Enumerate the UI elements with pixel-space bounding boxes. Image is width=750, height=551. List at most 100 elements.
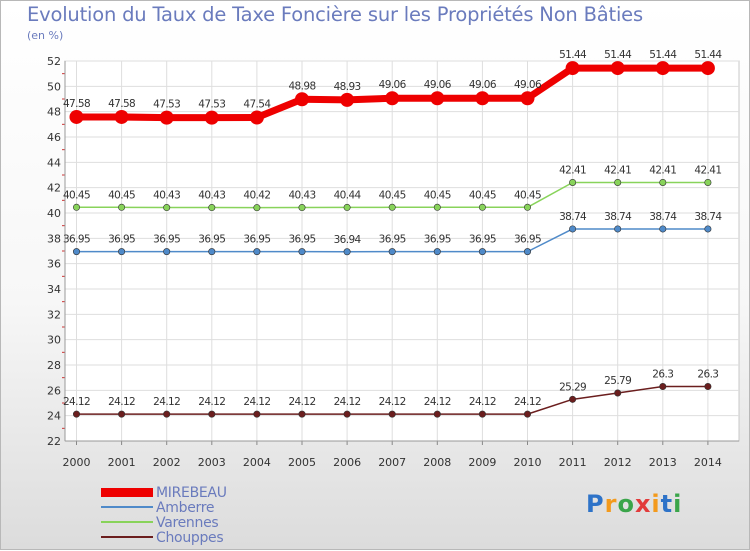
legend-label: Varennes <box>156 515 219 531</box>
data-label: 47.58 <box>63 98 90 110</box>
data-label: 24.12 <box>288 396 315 408</box>
data-label: 51.44 <box>694 49 722 61</box>
data-label: 24.12 <box>63 396 90 408</box>
data-label: 24.12 <box>108 396 135 408</box>
data-label: 25.79 <box>604 375 631 387</box>
data-label: 36.95 <box>288 234 315 246</box>
x-tick-label: 2002 <box>153 456 181 469</box>
data-label: 42.41 <box>694 164 721 176</box>
data-label: 49.06 <box>379 79 407 91</box>
data-label: 36.95 <box>153 234 180 246</box>
legend-swatch <box>101 521 153 523</box>
data-label: 47.58 <box>108 98 135 110</box>
data-label: 26.3 <box>652 369 673 381</box>
data-point <box>659 225 667 233</box>
data-point <box>73 248 81 256</box>
data-point <box>569 395 577 403</box>
data-label: 24.12 <box>469 396 496 408</box>
data-label: 24.12 <box>243 396 270 408</box>
data-point <box>659 178 667 186</box>
data-point <box>208 248 216 256</box>
data-label: 40.45 <box>379 189 406 201</box>
data-point <box>614 178 622 186</box>
y-tick-label: 24 <box>47 410 61 423</box>
data-point <box>475 91 490 106</box>
y-tick-label: 50 <box>47 80 61 93</box>
data-label: 49.06 <box>469 79 497 91</box>
logo-letter: r <box>604 490 618 518</box>
data-label: 24.12 <box>334 396 361 408</box>
data-point <box>704 178 712 186</box>
data-label: 49.06 <box>424 79 452 91</box>
data-label: 36.95 <box>424 234 451 246</box>
data-point <box>388 410 396 418</box>
data-label: 49.06 <box>514 79 542 91</box>
data-label: 51.44 <box>604 49 632 61</box>
data-label: 24.12 <box>514 396 541 408</box>
logo-letter: x <box>634 490 652 518</box>
data-label: 40.42 <box>243 190 270 202</box>
y-tick-label: 46 <box>47 131 61 144</box>
data-label: 40.45 <box>424 189 451 201</box>
data-point <box>118 410 126 418</box>
data-point <box>704 225 712 233</box>
data-label: 48.98 <box>288 80 315 92</box>
data-label: 36.95 <box>379 234 406 246</box>
logo-letter: t <box>660 490 674 518</box>
data-point <box>73 410 81 418</box>
data-point <box>433 410 441 418</box>
y-tick-label: 42 <box>47 182 61 195</box>
data-point <box>343 203 351 211</box>
data-point <box>614 389 622 397</box>
y-tick-label: 48 <box>47 106 61 119</box>
data-point <box>385 91 400 106</box>
data-point <box>569 225 577 233</box>
x-tick-label: 2014 <box>694 456 722 469</box>
data-label: 26.3 <box>697 369 718 381</box>
x-tick-label: 2007 <box>378 456 406 469</box>
logo-letter: P <box>586 490 605 518</box>
data-point <box>433 203 441 211</box>
data-point <box>163 248 171 256</box>
x-tick-label: 2011 <box>559 456 587 469</box>
logo-letter: i <box>651 490 661 518</box>
x-tick-label: 2006 <box>333 456 361 469</box>
data-point <box>253 204 261 212</box>
data-point <box>114 109 129 124</box>
legend-label: Chouppes <box>156 530 224 546</box>
data-point <box>430 91 445 106</box>
legend-label: Amberre <box>156 500 215 516</box>
data-point <box>253 248 261 256</box>
y-tick-label: 22 <box>47 435 61 448</box>
data-point <box>614 225 622 233</box>
data-label: 40.43 <box>288 190 315 202</box>
data-point <box>704 383 712 391</box>
x-tick-label: 2008 <box>423 456 451 469</box>
data-label: 42.41 <box>604 164 631 176</box>
data-label: 38.74 <box>694 211 722 223</box>
data-point <box>208 410 216 418</box>
legend-swatch <box>101 506 153 508</box>
data-point <box>523 410 531 418</box>
data-point <box>298 248 306 256</box>
y-tick-label: 34 <box>47 283 61 296</box>
data-point <box>159 110 174 125</box>
data-label: 40.45 <box>108 189 135 201</box>
data-label: 40.45 <box>514 189 541 201</box>
logo-letter: i <box>673 490 683 518</box>
y-tick-label: 32 <box>47 308 61 321</box>
data-point <box>433 248 441 256</box>
data-label: 24.12 <box>198 396 225 408</box>
data-label: 40.45 <box>63 189 90 201</box>
data-point <box>659 383 667 391</box>
x-tick-label: 2004 <box>243 456 271 469</box>
data-label: 51.44 <box>649 49 677 61</box>
x-tick-label: 2000 <box>63 456 91 469</box>
data-label: 42.41 <box>649 164 676 176</box>
data-point <box>478 203 486 211</box>
data-point <box>610 61 625 76</box>
data-point <box>523 248 531 256</box>
data-point <box>343 248 351 256</box>
data-label: 36.94 <box>334 234 362 246</box>
